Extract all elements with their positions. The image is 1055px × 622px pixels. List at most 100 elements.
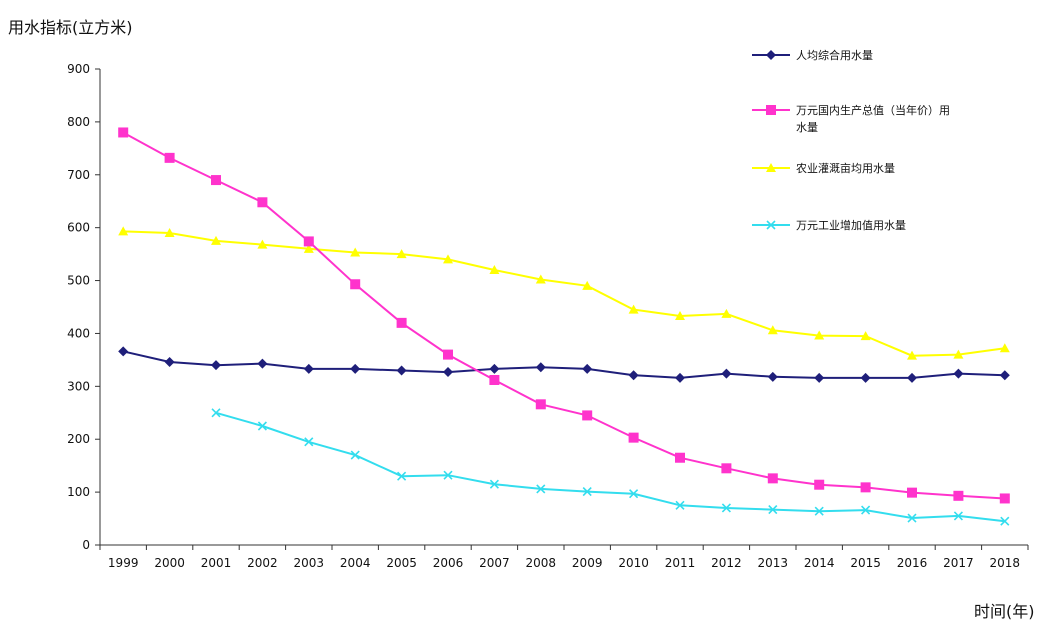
- data-point: [350, 247, 361, 257]
- legend-marker: [766, 163, 776, 172]
- y-tick-label: 300: [67, 379, 90, 393]
- y-ticks: 0 100 200 300 400 500 600 700 800 900: [67, 62, 100, 552]
- data-point: [767, 371, 778, 382]
- data-point: [814, 479, 825, 490]
- data-point: [582, 487, 592, 497]
- legend-label: 万元工业增加值用水量: [796, 218, 906, 232]
- data-point: [814, 330, 825, 340]
- x-tick-label: 1999: [108, 556, 139, 570]
- data-point: [999, 493, 1010, 504]
- data-point: [257, 239, 268, 249]
- data-point: [628, 432, 639, 443]
- data-point: [767, 325, 778, 335]
- data-point: [164, 227, 175, 237]
- data-point: [396, 249, 407, 259]
- data-point: [535, 274, 546, 284]
- series-line: [215, 411, 1005, 523]
- y-tick-label: 400: [67, 326, 90, 340]
- data-point: [721, 503, 731, 513]
- data-point: [860, 482, 871, 493]
- data-point: [999, 370, 1010, 381]
- data-point: [721, 368, 732, 379]
- data-point: [350, 279, 361, 290]
- x-tick-label: 2008: [526, 556, 557, 570]
- data-point: [257, 358, 268, 369]
- series-line: [122, 131, 1005, 500]
- data-point: [211, 360, 221, 371]
- data-point: [257, 197, 268, 208]
- x-axis-title: 时间(年): [974, 602, 1035, 621]
- legend-marker: [766, 50, 776, 60]
- data-point: [953, 349, 964, 359]
- x-tick-label: 2002: [247, 556, 278, 570]
- x-tick-label: 2017: [943, 556, 974, 570]
- series-line: [122, 350, 1005, 379]
- series-2: [118, 127, 1010, 504]
- data-point: [907, 372, 917, 383]
- x-tick-label: 2005: [386, 556, 417, 570]
- legend-label: 水量: [796, 121, 818, 134]
- legend-item-2: 万元国内生产总值（当年价）用水量: [752, 103, 950, 134]
- data-point: [396, 365, 407, 376]
- data-point: [303, 363, 314, 374]
- data-point: [211, 175, 221, 186]
- x-tick-label: 2011: [665, 556, 696, 570]
- data-point: [675, 310, 685, 320]
- legend: 人均综合用水量万元国内生产总值（当年价）用水量农业灌溉亩均用水量万元工业增加值用…: [752, 48, 950, 232]
- data-point: [907, 350, 917, 360]
- data-point: [907, 513, 917, 523]
- data-point: [118, 346, 129, 357]
- data-point: [535, 362, 546, 373]
- legend-item-4: 万元工业增加值用水量: [752, 218, 906, 232]
- data-point: [396, 317, 407, 328]
- data-point: [1000, 516, 1010, 526]
- data-point: [814, 372, 825, 383]
- data-point: [953, 368, 964, 379]
- x-ticks: 1999 2000 2001 2002 2003 2004 2005 2006 2007 2008…: [99, 545, 1029, 570]
- data-point: [443, 349, 453, 360]
- x-tick-label: 2009: [572, 556, 603, 570]
- data-point: [907, 487, 917, 498]
- data-point: [211, 235, 221, 245]
- x-tick-label: 2004: [340, 556, 371, 570]
- data-point: [303, 243, 314, 253]
- legend-label: 万元国内生产总值（当年价）用: [796, 103, 950, 117]
- data-point: [860, 372, 871, 383]
- axes: [99, 69, 1028, 546]
- legend-marker: [766, 220, 776, 230]
- y-tick-label: 600: [67, 221, 90, 235]
- x-tick-label: 2001: [201, 556, 232, 570]
- data-point: [257, 421, 267, 431]
- data-point: [304, 437, 314, 447]
- data-point: [721, 308, 732, 318]
- x-tick-label: 2018: [990, 556, 1021, 570]
- x-tick-label: 2006: [433, 556, 464, 570]
- x-tick-label: 2010: [618, 556, 649, 570]
- data-point: [164, 357, 175, 368]
- data-point: [303, 236, 314, 247]
- data-point: [582, 410, 593, 421]
- y-tick-label: 200: [67, 432, 90, 446]
- y-tick-label: 900: [67, 62, 90, 76]
- data-point: [953, 490, 964, 501]
- y-tick-label: 0: [82, 538, 90, 552]
- series-4: [211, 408, 1010, 526]
- data-point: [953, 511, 963, 521]
- data-point: [999, 343, 1010, 353]
- data-point: [628, 304, 639, 314]
- x-tick-label: 2014: [804, 556, 835, 570]
- y-axis-title: 用水指标(立方米): [8, 18, 133, 37]
- data-point: [814, 506, 824, 516]
- legend-marker: [766, 105, 776, 115]
- y-tick-label: 800: [67, 115, 90, 129]
- y-tick-label: 500: [67, 274, 90, 288]
- x-tick-label: 2007: [479, 556, 510, 570]
- data-point: [489, 264, 500, 274]
- data-point: [489, 479, 499, 489]
- data-point: [118, 226, 129, 236]
- x-tick-label: 2015: [850, 556, 881, 570]
- data-point: [675, 372, 685, 383]
- x-tick-label: 2013: [758, 556, 789, 570]
- data-point: [489, 363, 500, 374]
